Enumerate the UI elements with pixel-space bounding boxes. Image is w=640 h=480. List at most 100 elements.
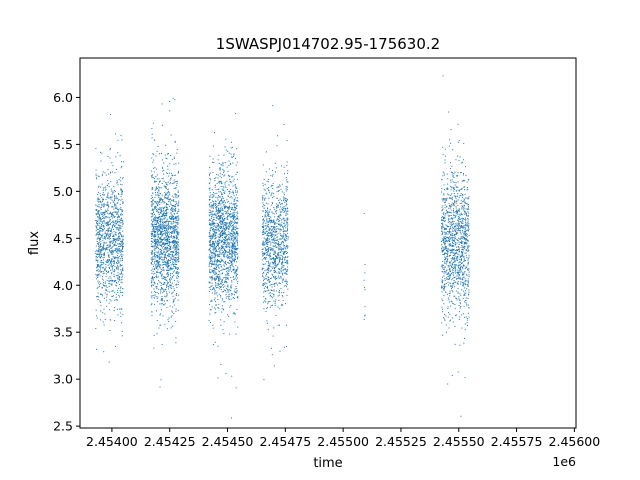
data-point [235,248,237,250]
data-point [121,291,123,293]
data-point [154,216,156,218]
data-point [152,265,154,267]
data-point [108,230,110,232]
data-point [171,210,173,212]
data-point [164,303,166,305]
data-point [236,292,238,294]
data-point [170,284,172,286]
data-point [228,289,230,291]
data-point [159,187,161,189]
data-point [237,247,239,249]
data-point [235,113,237,115]
data-point [235,251,237,253]
data-point [106,204,108,206]
data-point [111,265,113,267]
data-point [231,232,233,234]
data-point [112,265,114,267]
data-point [267,247,269,249]
data-point [157,283,159,285]
data-point [106,184,108,186]
data-point [175,251,177,253]
data-point [285,271,287,273]
data-point [154,282,156,284]
data-point [218,195,220,197]
data-point [151,240,153,242]
data-point [157,260,159,262]
data-point [221,308,223,310]
data-point [109,235,111,237]
data-point [155,228,157,230]
data-point [108,236,110,238]
data-point [219,191,221,193]
data-point [262,219,264,221]
data-point [222,234,224,236]
data-point [222,226,224,228]
data-point [176,253,178,255]
data-point [227,261,229,263]
data-point [232,260,234,262]
data-point [121,190,123,192]
data-point [230,233,232,235]
data-point [168,286,170,288]
data-point [160,249,162,251]
data-point [267,254,269,256]
data-point [167,243,169,245]
data-point [111,224,113,226]
data-point [122,247,124,249]
data-point [175,261,177,263]
data-point [165,284,167,286]
data-point [171,254,173,256]
data-point [116,238,118,240]
data-point [232,259,234,261]
data-point [214,260,216,262]
data-point [120,253,122,255]
data-point [219,209,221,211]
data-point [229,202,231,204]
data-point [167,184,169,186]
data-point [112,201,114,203]
data-point [161,299,163,301]
data-point [276,284,278,286]
data-point [218,288,220,290]
data-point [277,239,279,241]
data-point [280,223,282,225]
data-point [103,253,105,255]
data-point [274,258,276,260]
data-point [99,218,101,220]
data-point [227,262,229,264]
data-point [165,265,167,267]
data-point [109,236,111,238]
data-point [151,257,153,259]
data-point [157,146,159,148]
data-point [218,254,220,256]
data-point [173,261,175,263]
data-point [266,322,268,324]
data-point [151,175,152,177]
data-point [115,299,117,301]
data-point [225,205,227,207]
data-point [105,261,107,263]
data-point [276,222,278,224]
data-point [111,232,113,234]
data-point [174,217,176,219]
data-point [102,214,104,216]
data-point [214,213,216,215]
data-point [230,276,232,278]
data-point [164,256,166,258]
data-point [234,321,236,323]
data-point [152,161,154,163]
data-point [235,249,237,251]
data-point [117,235,119,237]
data-point [155,225,157,227]
data-point [118,208,120,210]
data-point [275,211,277,213]
data-point [165,289,167,291]
data-point [234,184,236,186]
data-point [154,261,156,263]
data-point [271,297,273,299]
data-point [212,200,213,202]
data-point [276,240,278,242]
data-point [108,246,110,248]
data-point [161,103,163,105]
data-point [113,275,115,277]
